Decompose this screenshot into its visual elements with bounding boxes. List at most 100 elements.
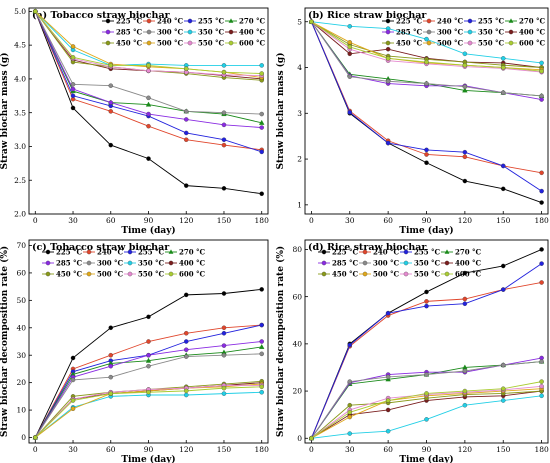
legend-label: 500 °C	[437, 39, 464, 48]
data-point	[539, 60, 544, 66]
legend-item-3: 255 °C	[124, 248, 165, 257]
legend: 225 °C 240 °C 255 °C 270 °C 285 °C 300 °C 350 …	[318, 248, 482, 279]
legend-marker	[444, 249, 450, 254]
legend-item-8: 400 °C	[225, 28, 266, 37]
legend-label: 550 °C	[414, 270, 441, 279]
x-axis-label: Time (day)	[121, 225, 175, 236]
legend-item-3: 255 °C	[464, 17, 505, 26]
data-point	[221, 63, 227, 68]
legend-item-5: 285 °C	[102, 28, 143, 37]
legend-marker	[105, 18, 111, 24]
data-point	[539, 393, 544, 399]
y-tick-label: 2.0	[14, 210, 26, 219]
legend-item-12: 600 °C	[441, 270, 482, 279]
x-tick-label: 0	[33, 216, 38, 225]
legend-marker	[321, 260, 327, 266]
data-point	[146, 314, 151, 320]
x-axis-label: Time (day)	[399, 454, 453, 463]
series-12	[33, 384, 264, 440]
series-1	[33, 287, 264, 440]
x-tick-label: 150	[217, 445, 232, 454]
x-tick-label: 180	[534, 216, 549, 225]
data-point	[539, 280, 544, 285]
legend-marker	[168, 249, 174, 254]
legend-item-1: 225 °C	[318, 248, 359, 257]
data-point	[424, 59, 429, 65]
data-point	[309, 436, 314, 441]
legend-item-11: 550 °C	[184, 39, 225, 48]
legend-marker	[146, 40, 152, 46]
data-point	[424, 36, 429, 42]
legend-label: 285 °C	[332, 259, 359, 268]
data-point	[146, 352, 151, 358]
x-tick-label: 30	[68, 445, 78, 454]
series-6	[33, 351, 264, 440]
data-point	[500, 56, 506, 61]
legend-marker	[86, 260, 92, 266]
data-point	[70, 55, 76, 60]
data-point	[108, 109, 114, 114]
legend-item-9: 450 °C	[102, 39, 143, 48]
data-point	[183, 388, 189, 394]
data-point	[539, 68, 544, 74]
x-tick-label: 0	[309, 445, 314, 454]
x-tick-label: 90	[422, 216, 432, 225]
legend-label: 400 °C	[179, 259, 206, 268]
data-point	[221, 343, 227, 348]
data-point	[108, 142, 114, 148]
legend-item-6: 300 °C	[423, 28, 464, 37]
legend-label: 500 °C	[373, 270, 400, 279]
legend-item-2: 240 °C	[143, 17, 184, 26]
legend-item-10: 500 °C	[83, 270, 124, 279]
data-point	[183, 109, 189, 114]
legend-item-12: 600 °C	[225, 39, 266, 48]
legend: 225 °C 240 °C 255 °C 270 °C 285 °C 300 °C 350 …	[42, 248, 206, 279]
data-point	[146, 111, 151, 117]
legend: 225 °C 240 °C 255 °C 270 °C 285 °C 300 °C 350 …	[102, 17, 266, 48]
legend-item-4: 270 °C	[441, 248, 482, 257]
y-tick-label: 50	[16, 296, 26, 305]
y-tick-label: 80	[292, 245, 302, 254]
data-point	[500, 263, 506, 269]
data-point	[146, 63, 151, 68]
legend-label: 400 °C	[519, 28, 546, 37]
series-12	[309, 379, 544, 441]
legend-item-4: 270 °C	[165, 248, 206, 257]
legend-label: 350 °C	[138, 259, 165, 268]
data-point	[70, 377, 76, 383]
y-tick-label: 3	[297, 109, 302, 118]
legend-marker	[228, 40, 234, 46]
legend-label: 500 °C	[157, 39, 184, 48]
legend-item-12: 600 °C	[165, 270, 206, 279]
legend-label: 255 °C	[414, 248, 441, 257]
y-tick-label: 60	[16, 269, 26, 278]
x-tick-label: 120	[179, 445, 194, 454]
legend-label: 240 °C	[373, 248, 400, 257]
y-tick-label: 4.0	[14, 75, 26, 84]
data-point	[183, 66, 189, 72]
data-point	[108, 363, 114, 369]
data-point	[146, 156, 151, 161]
legend-marker	[467, 29, 473, 35]
data-point	[221, 69, 227, 75]
data-point	[259, 63, 264, 68]
legend-item-11: 550 °C	[400, 270, 441, 279]
legend-marker	[362, 260, 368, 266]
data-point	[539, 384, 544, 389]
data-point	[462, 270, 468, 276]
legend-label: 285 °C	[116, 28, 143, 37]
legend-marker	[426, 40, 432, 46]
legend-label: 240 °C	[157, 17, 184, 26]
legend-marker	[105, 29, 111, 35]
legend-label: 450 °C	[116, 39, 143, 48]
chart-panel-3: (c) Tobacco straw biochar 0 30 60 90 120 150 18…	[0, 239, 269, 463]
data-point	[539, 247, 544, 252]
data-point	[500, 90, 506, 95]
data-point	[259, 389, 264, 395]
data-point	[539, 93, 544, 99]
series-12	[309, 19, 544, 74]
legend-label: 270 °C	[239, 17, 266, 26]
series-7	[309, 393, 544, 441]
chart-title: (c) Tobacco straw biochar	[32, 242, 170, 253]
data-point	[221, 325, 227, 331]
